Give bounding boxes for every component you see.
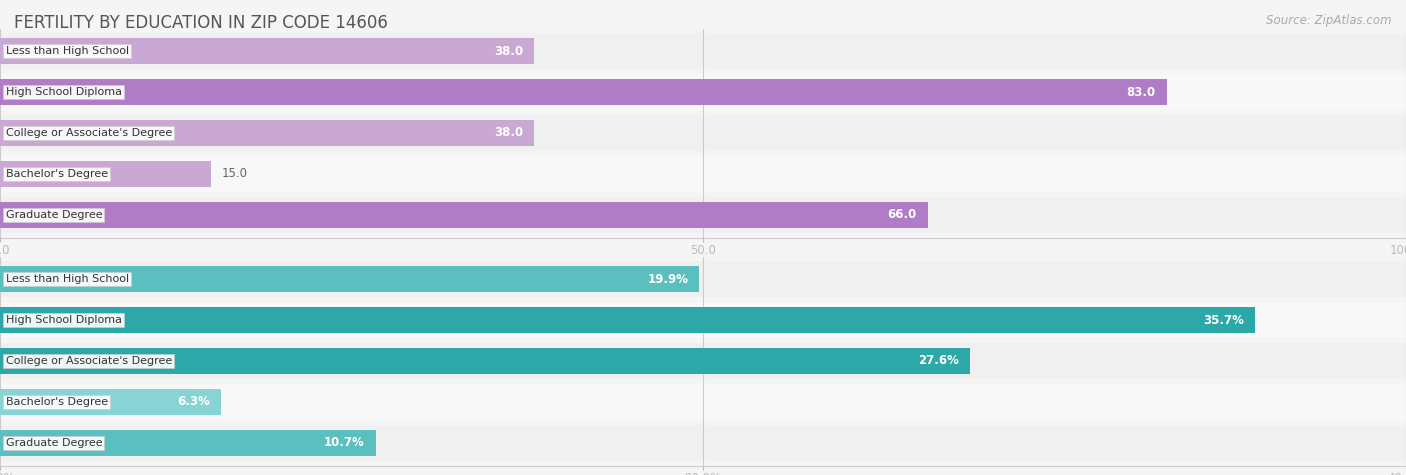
- Bar: [0, 390, 222, 415]
- Text: Graduate Degree: Graduate Degree: [6, 438, 103, 448]
- Text: Graduate Degree: Graduate Degree: [6, 210, 103, 220]
- Text: 38.0: 38.0: [494, 126, 523, 140]
- Text: High School Diploma: High School Diploma: [6, 315, 122, 325]
- Text: FERTILITY BY EDUCATION IN ZIP CODE 14606: FERTILITY BY EDUCATION IN ZIP CODE 14606: [14, 14, 388, 32]
- Text: 19.9%: 19.9%: [647, 273, 689, 285]
- Text: 6.3%: 6.3%: [177, 396, 211, 408]
- Text: Source: ZipAtlas.com: Source: ZipAtlas.com: [1267, 14, 1392, 27]
- Bar: [0, 302, 1406, 339]
- Text: Less than High School: Less than High School: [6, 274, 129, 284]
- Text: 35.7%: 35.7%: [1202, 314, 1244, 326]
- Bar: [0, 383, 1406, 420]
- Bar: [0, 348, 970, 374]
- Bar: [0, 266, 699, 292]
- Bar: [0, 425, 1406, 461]
- Bar: [0, 202, 928, 228]
- Text: 15.0: 15.0: [222, 168, 247, 180]
- Bar: [0, 155, 1406, 192]
- Bar: [0, 74, 1406, 111]
- Text: 83.0: 83.0: [1126, 86, 1156, 98]
- Bar: [0, 261, 1406, 297]
- Text: 66.0: 66.0: [887, 209, 917, 221]
- Text: 38.0: 38.0: [494, 45, 523, 57]
- Text: 10.7%: 10.7%: [325, 437, 366, 449]
- Text: High School Diploma: High School Diploma: [6, 87, 122, 97]
- Bar: [0, 430, 375, 456]
- Bar: [0, 33, 1406, 69]
- Text: Less than High School: Less than High School: [6, 46, 129, 56]
- Bar: [0, 79, 1167, 104]
- Text: 27.6%: 27.6%: [918, 354, 959, 368]
- Text: Bachelor's Degree: Bachelor's Degree: [6, 397, 108, 407]
- Bar: [0, 38, 534, 64]
- Bar: [0, 120, 534, 146]
- Bar: [0, 114, 1406, 152]
- Bar: [0, 307, 1256, 332]
- Text: Bachelor's Degree: Bachelor's Degree: [6, 169, 108, 179]
- Bar: [0, 162, 211, 187]
- Bar: [0, 197, 1406, 233]
- Text: College or Associate's Degree: College or Associate's Degree: [6, 128, 172, 138]
- Bar: [0, 342, 1406, 380]
- Text: College or Associate's Degree: College or Associate's Degree: [6, 356, 172, 366]
